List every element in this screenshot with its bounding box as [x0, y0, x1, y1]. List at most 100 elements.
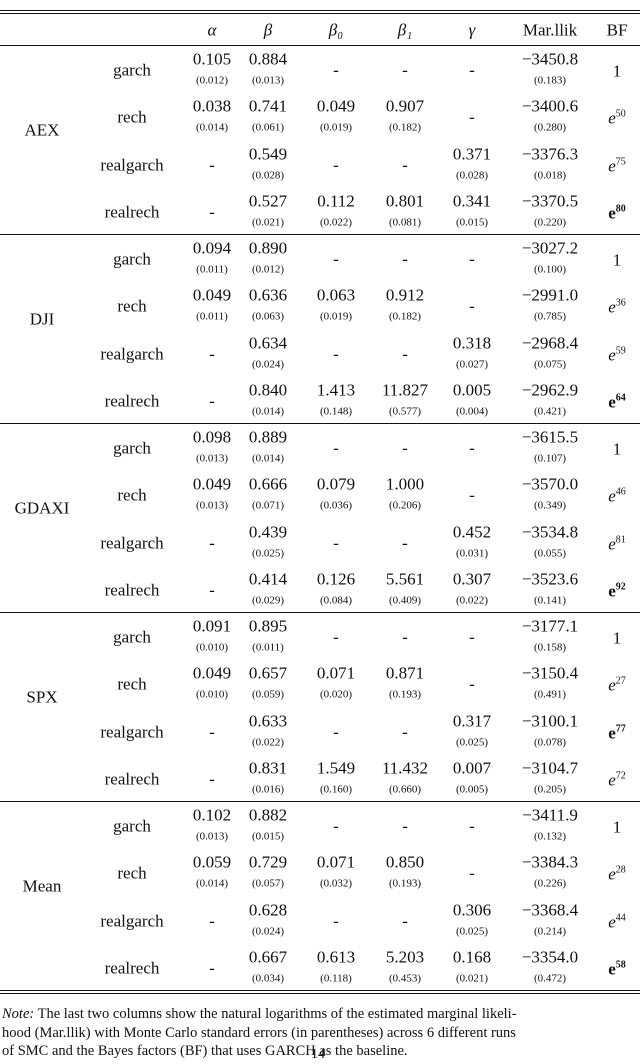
bf-exponent: 58	[615, 959, 626, 971]
cell-se: (0.018)	[533, 169, 567, 181]
bf-exponent: 28	[615, 864, 626, 876]
cell-value: 0.126	[316, 569, 356, 589]
cell-value: 0.801	[385, 191, 425, 211]
cell-value: -	[469, 107, 475, 127]
cell-se: (0.022)	[251, 736, 285, 748]
cell-value: 0.306	[452, 900, 492, 919]
cell-value: -	[209, 155, 215, 174]
cell-se: (0.132)	[533, 830, 567, 843]
bf-base: e	[608, 392, 616, 412]
cell-se: (0.019)	[319, 310, 353, 323]
note-text: hood (Mar.llik) with Monte Carlo standar…	[2, 1024, 516, 1041]
cell-value: -	[402, 249, 408, 269]
note-line: Note: The last two columns show the natu…	[2, 1007, 517, 1022]
cell-value: -	[333, 438, 339, 458]
bf-base: e	[608, 297, 616, 317]
cell-value: −3368.4	[521, 900, 579, 919]
model-label: rech	[117, 674, 147, 694]
cell-se: (0.011)	[196, 310, 228, 323]
cell-se: (0.010)	[195, 641, 229, 654]
group-label: GDAXI	[14, 498, 70, 517]
column-header: BF	[606, 20, 628, 40]
bf-exponent: 46	[615, 486, 626, 498]
cell-value: −3150.4	[521, 663, 579, 683]
model-label: realgarch	[100, 155, 164, 174]
cell-se: (0.031)	[455, 547, 489, 559]
cell-value: -	[402, 627, 408, 647]
bayes-factor: 1	[613, 252, 622, 269]
cell-se: (0.349)	[533, 499, 567, 512]
cell-value: 5.203	[385, 947, 425, 967]
model-label: realgarch	[100, 344, 164, 363]
cell-value: 0.414	[248, 569, 288, 589]
cell-value: -	[402, 344, 408, 363]
cell-se: (0.148)	[319, 405, 353, 418]
cell-value: 0.091	[192, 616, 232, 636]
cell-value: -	[469, 485, 475, 505]
cell-value: −3354.0	[521, 947, 579, 967]
cell-value: 0.071	[316, 852, 356, 872]
cell-se: (0.014)	[251, 405, 285, 418]
cell-value: −2991.0	[521, 285, 579, 305]
bf-exponent: 44	[615, 912, 626, 923]
cell-value: 0.907	[385, 96, 425, 116]
cell-value: 0.890	[248, 238, 288, 258]
model-label: rech	[117, 485, 147, 505]
model-label: realrech	[104, 391, 160, 411]
bf-exponent: 72	[615, 770, 626, 782]
cell-se: (0.055)	[533, 547, 567, 559]
column-header: γ	[468, 20, 476, 40]
cell-value: -	[333, 60, 339, 80]
cell-value: -	[402, 438, 408, 458]
cell-se: (0.078)	[533, 736, 567, 748]
bf-base: 1	[612, 439, 622, 459]
bayes-factor: 1	[613, 630, 622, 647]
cell-se: (0.005)	[455, 783, 489, 796]
cell-se: (0.024)	[251, 358, 285, 370]
cell-se: (0.036)	[319, 499, 353, 512]
bf-exponent: 27	[615, 675, 626, 687]
cell-value: 0.871	[385, 663, 425, 683]
group-label: Mean	[22, 876, 62, 895]
cell-value: -	[402, 911, 408, 930]
cell-se: (0.022)	[319, 216, 353, 229]
cell-se: (0.015)	[455, 216, 489, 229]
bf-exponent: 64	[615, 392, 626, 404]
model-label: garch	[113, 438, 151, 458]
cell-value: 0.049	[192, 285, 232, 305]
cell-value: 0.049	[192, 474, 232, 494]
model-label: garch	[113, 627, 151, 647]
cell-se: (0.409)	[388, 594, 422, 607]
cell-value: 0.636	[248, 285, 288, 305]
cell-value: −3411.9	[522, 805, 578, 825]
group-label: AEX	[24, 120, 60, 139]
cell-value: 0.059	[192, 852, 232, 872]
cell-value: 0.307	[452, 569, 492, 589]
cell-se: (0.029)	[251, 594, 285, 607]
bayes-factor: e44	[608, 912, 626, 931]
bayes-factor: e36	[608, 297, 626, 317]
model-label: rech	[117, 296, 147, 316]
note-label: Note:	[2, 1006, 35, 1022]
cell-se: (0.021)	[251, 216, 285, 229]
cell-value: -	[402, 60, 408, 80]
bf-bold: e80	[608, 203, 626, 222]
cell-value: -	[209, 722, 215, 741]
cell-se: (0.206)	[388, 499, 422, 512]
cell-value: -	[469, 296, 475, 316]
model-label: garch	[113, 249, 151, 269]
cell-se: (0.183)	[533, 74, 567, 87]
group-label: DJI	[29, 309, 55, 328]
cell-value: -	[209, 344, 215, 363]
bf-base: e	[608, 770, 616, 790]
cell-value: 1.549	[316, 758, 356, 778]
bayes-factor: e58	[608, 959, 626, 978]
bf-base: 1	[612, 250, 622, 270]
cell-value: 0.667	[248, 947, 288, 967]
cell-se: (0.193)	[388, 877, 422, 890]
cell-se: (0.032)	[319, 877, 353, 890]
cell-value: 11.827	[381, 380, 429, 400]
cell-se: (0.012)	[251, 263, 285, 276]
cell-value: 0.633	[248, 711, 288, 730]
